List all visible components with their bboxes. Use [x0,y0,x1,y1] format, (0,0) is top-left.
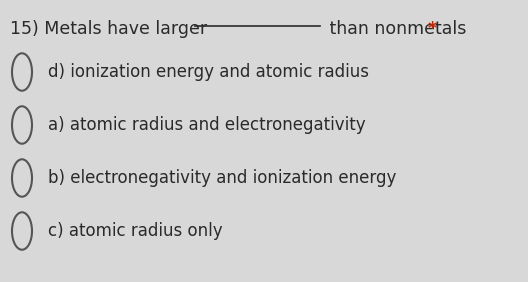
Text: 15) Metals have larger: 15) Metals have larger [10,20,207,38]
Text: c) atomic radius only: c) atomic radius only [48,222,223,240]
Text: *: * [421,20,437,38]
Text: a) atomic radius and electronegativity: a) atomic radius and electronegativity [48,116,365,134]
Text: than nonmetals: than nonmetals [324,20,466,38]
Text: d) ionization energy and atomic radius: d) ionization energy and atomic radius [48,63,369,81]
Text: b) electronegativity and ionization energy: b) electronegativity and ionization ener… [48,169,397,187]
